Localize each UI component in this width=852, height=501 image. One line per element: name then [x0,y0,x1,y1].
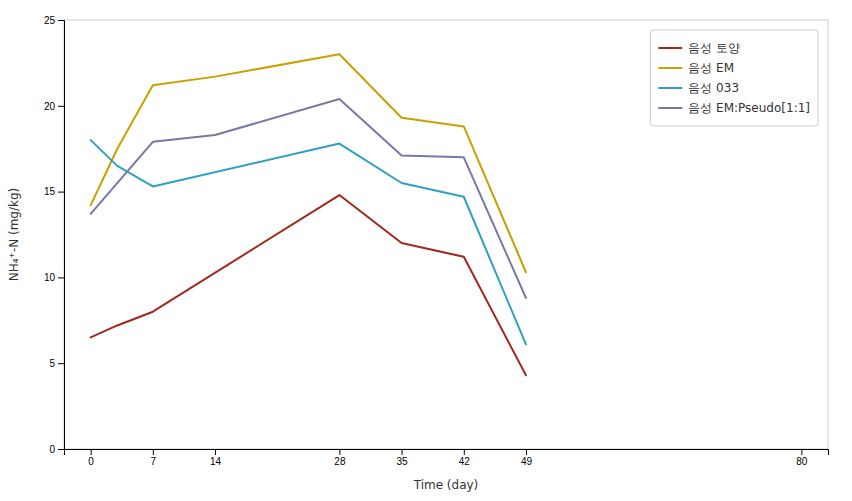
y-axis-title: NH₄⁺-N (mg/kg) [7,188,21,282]
legend-label: 음성 EM [688,61,734,75]
x-tick: 80 [796,449,808,467]
x-tick-mark [464,449,465,455]
legend-item: 음성 EM [658,61,734,75]
x-tick-mark [402,449,403,455]
x-tick: 14 [210,449,222,467]
series-line [91,140,526,344]
y-tick-label: 15 [44,186,56,197]
y-tick-mark [58,277,64,278]
x-tick-label: 7 [151,456,157,467]
y-tick-label: 10 [44,272,56,283]
legend-swatch [658,87,682,89]
x-tick-label: 14 [210,456,222,467]
y-tick-label: 25 [44,15,56,26]
y-axis: 0 5 10 15 20 25 [44,15,65,455]
y-tick-mark [58,20,64,21]
plot-frame [64,20,828,449]
x-tick-mark [801,449,802,455]
x-tick: 0 [88,449,94,467]
series-group [91,54,526,375]
y-tick: 25 [44,15,64,26]
legend-item: 음성 EM:Pseudo[1:1] [658,101,810,115]
legend: 음성 토양음성 EM 음성 033 음성 EM:Pseudo[1:1] [650,30,818,126]
y-tick-label: 0 [49,444,55,455]
x-tick-label: 0 [88,456,94,467]
x-tick-mark [215,449,216,455]
x-axis: 0 7 14 28 35 42 49 80 [65,449,829,467]
x-tick-label: 28 [334,456,346,467]
x-tick: 49 [521,449,533,467]
y-tick: 20 [44,101,64,112]
x-tick-label: 35 [397,456,409,467]
x-tick: 35 [397,449,409,467]
series-line [91,195,526,375]
x-tick-label: 80 [796,456,808,467]
legend-swatch [658,67,682,69]
legend-box [650,30,818,126]
legend-item: 음성 토양 [658,41,740,55]
x-tick: 42 [459,449,471,467]
legend-label: 음성 EM:Pseudo[1:1] [688,101,810,115]
legend-label: 음성 토양 [688,41,740,55]
y-tick-mark [58,449,64,450]
x-tick-mark [339,449,340,455]
legend-label: 음성 033 [688,81,739,95]
legend-swatch [658,47,682,49]
y-tick-label: 20 [44,101,56,112]
series-line [91,54,526,272]
plot-area: 0 7 14 28 35 42 49 80 0 5 10 15 20 25 음성 토양음성 EM 음성 033… [44,15,829,467]
y-tick: 0 [49,444,64,455]
legend-swatch [658,107,682,109]
y-tick-mark [58,106,64,107]
x-tick: 28 [334,449,346,467]
y-tick-mark [58,363,64,364]
x-tick-mark [91,449,92,455]
y-tick-mark [58,192,64,193]
x-tick-label: 49 [521,456,533,467]
y-tick: 10 [44,272,64,283]
x-axis-title: Time (day) [413,478,479,492]
series-line [91,99,526,298]
y-axis-line [58,21,65,450]
x-axis-line [65,450,829,456]
x-tick: 7 [151,449,157,467]
x-tick-mark [153,449,154,455]
x-tick-mark [526,449,527,455]
y-tick: 5 [49,358,64,369]
legend-item: 음성 033 [658,81,739,95]
y-tick-label: 5 [49,358,55,369]
y-tick: 15 [44,186,64,197]
chart-svg: 0 7 14 28 35 42 49 80 0 5 10 15 20 25 음성 토양음성 EM 음성 033… [0,0,852,501]
x-tick-label: 42 [459,456,471,467]
